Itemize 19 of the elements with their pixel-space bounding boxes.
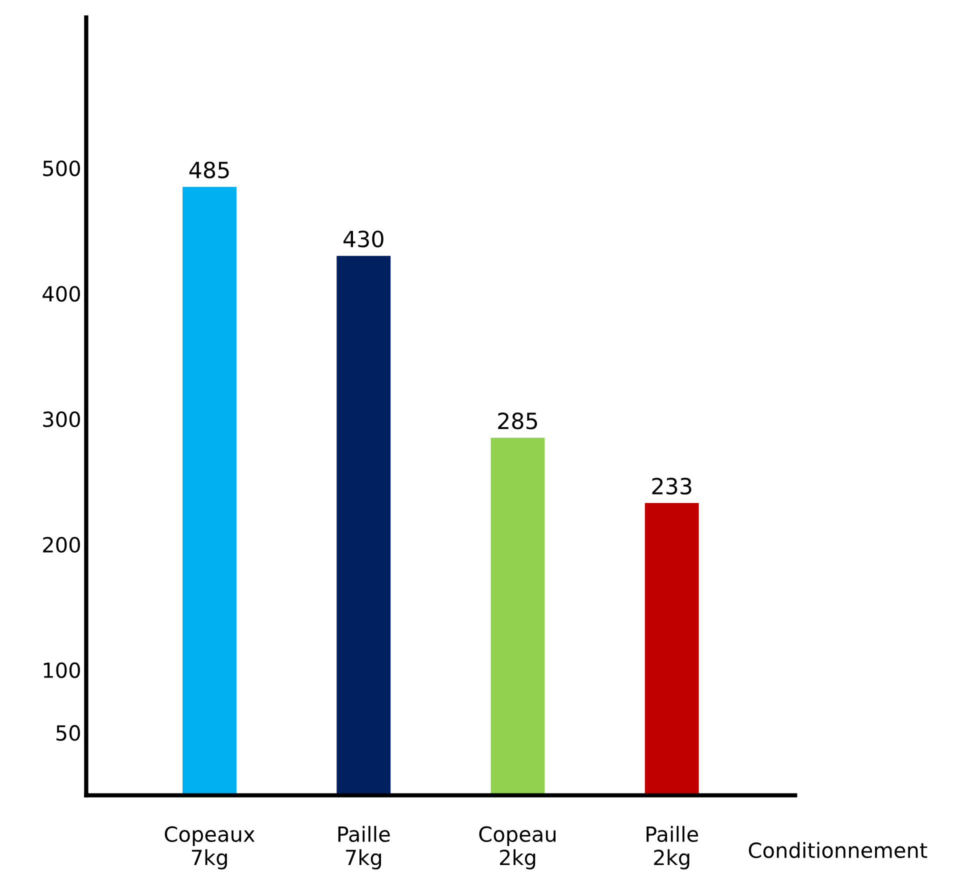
bar xyxy=(644,503,699,796)
y-tick-label: 100 xyxy=(44,662,80,678)
y-tick-label: 500 xyxy=(43,160,80,176)
bar xyxy=(182,186,236,796)
y-tick-label: 50 xyxy=(56,725,80,741)
x-tick-label: Copeaux 7kg xyxy=(164,826,255,870)
x-tick-label: Paille 7kg xyxy=(338,826,390,870)
data-label: 233 xyxy=(652,478,692,495)
y-tick-label: 300 xyxy=(43,411,80,428)
y-tick-label: 200 xyxy=(43,536,80,553)
x-axis-title: Conditionnement xyxy=(748,842,928,858)
data-label: 285 xyxy=(498,412,538,430)
x-tick-label: Paille 2kg xyxy=(646,826,698,870)
bar xyxy=(336,256,391,796)
data-label: 485 xyxy=(189,162,229,178)
data-label: 430 xyxy=(344,230,384,248)
bar xyxy=(490,438,545,796)
x-tick-label: Copeau 2kg xyxy=(479,826,556,870)
y-tick-label: 400 xyxy=(42,286,80,302)
